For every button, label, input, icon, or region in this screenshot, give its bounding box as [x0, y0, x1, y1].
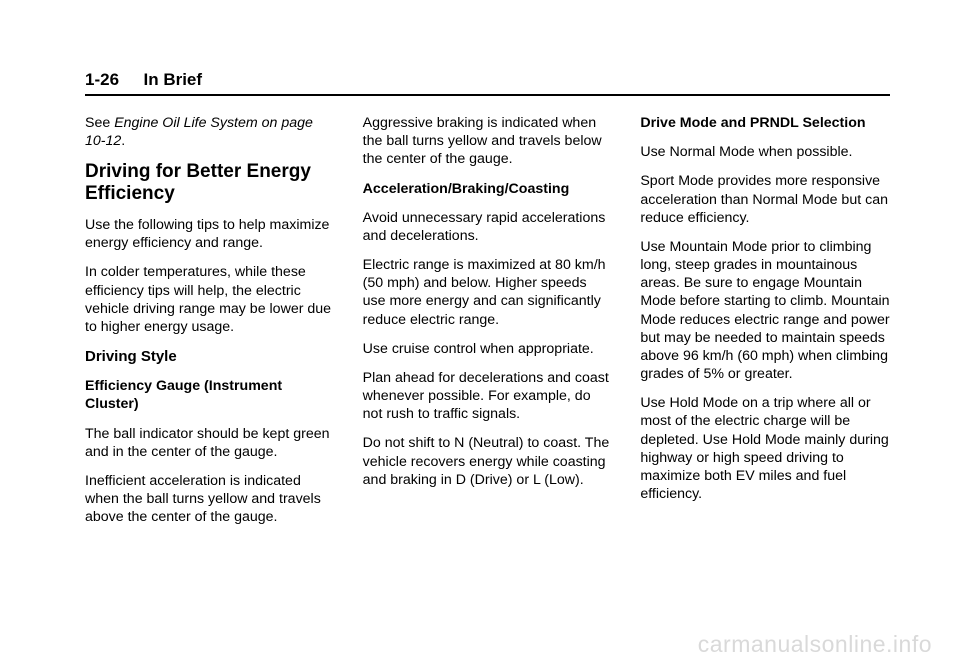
see-period: . — [121, 133, 125, 149]
heading-driving-efficiency: Driving for Better Energy Efficiency — [85, 161, 335, 205]
paragraph: Use cruise control when appropriate. — [363, 340, 613, 358]
page-header: 1-26 In Brief — [85, 70, 890, 96]
paragraph: Use Normal Mode when possible. — [640, 143, 890, 161]
paragraph: Avoid unnecessary rapid accelerations an… — [363, 209, 613, 245]
paragraph: Use Hold Mode on a trip where all or mos… — [640, 394, 890, 503]
column-1: See Engine Oil Life System on page 10-12… — [85, 114, 335, 537]
manual-page: 1-26 In Brief See Engine Oil Life System… — [0, 0, 960, 672]
subheading-accel-braking: Acceleration/Braking/Coasting — [363, 180, 613, 198]
paragraph: Do not shift to N (Neutral) to coast. Th… — [363, 434, 613, 489]
column-3: Drive Mode and PRNDL Selection Use Norma… — [640, 114, 890, 537]
paragraph: Plan ahead for decelerations and coast w… — [363, 369, 613, 424]
paragraph: In colder temperatures, while these effi… — [85, 263, 335, 336]
see-link-text: Engine Oil Life System on page 10-12 — [85, 115, 313, 149]
see-prefix: See — [85, 115, 114, 131]
paragraph: The ball indicator should be kept green … — [85, 425, 335, 461]
paragraph: Use the following tips to help maximize … — [85, 216, 335, 252]
paragraph: Inefficient acceleration is indicated wh… — [85, 472, 335, 527]
watermark-text: carmanualsonline.info — [698, 631, 932, 658]
page-number: 1-26 — [85, 70, 119, 89]
see-reference: See Engine Oil Life System on page 10-12… — [85, 114, 335, 150]
paragraph: Electric range is maximized at 80 km/h (… — [363, 256, 613, 329]
subheading-drive-mode: Drive Mode and PRNDL Selection — [640, 114, 890, 132]
paragraph: Sport Mode provides more responsive acce… — [640, 172, 890, 227]
column-2: Aggressive braking is indicated when the… — [363, 114, 613, 537]
content-columns: See Engine Oil Life System on page 10-12… — [85, 114, 890, 537]
paragraph: Use Mountain Mode prior to climbing long… — [640, 238, 890, 383]
paragraph: Aggressive braking is indicated when the… — [363, 114, 613, 169]
subheading-driving-style: Driving Style — [85, 347, 335, 366]
section-title: In Brief — [143, 70, 202, 89]
subheading-efficiency-gauge: Efficiency Gauge (Instrument Cluster) — [85, 377, 335, 413]
